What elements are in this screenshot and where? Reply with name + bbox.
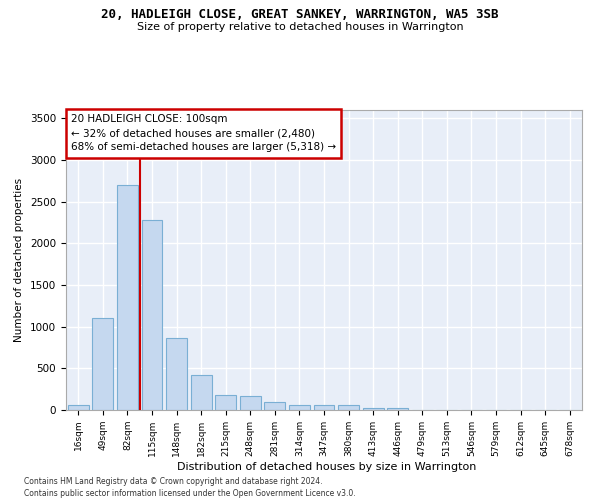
Text: 20 HADLEIGH CLOSE: 100sqm
← 32% of detached houses are smaller (2,480)
68% of se: 20 HADLEIGH CLOSE: 100sqm ← 32% of detac… — [71, 114, 336, 152]
Bar — [191, 375, 212, 410]
Bar — [338, 406, 359, 410]
Bar — [314, 406, 334, 410]
Text: Contains HM Land Registry data © Crown copyright and database right 2024.
Contai: Contains HM Land Registry data © Crown c… — [24, 476, 356, 498]
Y-axis label: Number of detached properties: Number of detached properties — [14, 178, 25, 342]
Bar — [362, 408, 383, 410]
Text: Size of property relative to detached houses in Warrington: Size of property relative to detached ho… — [137, 22, 463, 32]
Bar — [289, 404, 310, 410]
Bar — [92, 318, 113, 410]
Bar — [68, 406, 89, 410]
Bar — [265, 402, 286, 410]
Bar — [240, 396, 261, 410]
Text: Distribution of detached houses by size in Warrington: Distribution of detached houses by size … — [178, 462, 476, 472]
Bar — [142, 220, 163, 410]
Bar — [387, 408, 408, 410]
Bar — [215, 396, 236, 410]
Bar — [117, 185, 138, 410]
Bar — [166, 338, 187, 410]
Text: 20, HADLEIGH CLOSE, GREAT SANKEY, WARRINGTON, WA5 3SB: 20, HADLEIGH CLOSE, GREAT SANKEY, WARRIN… — [101, 8, 499, 20]
